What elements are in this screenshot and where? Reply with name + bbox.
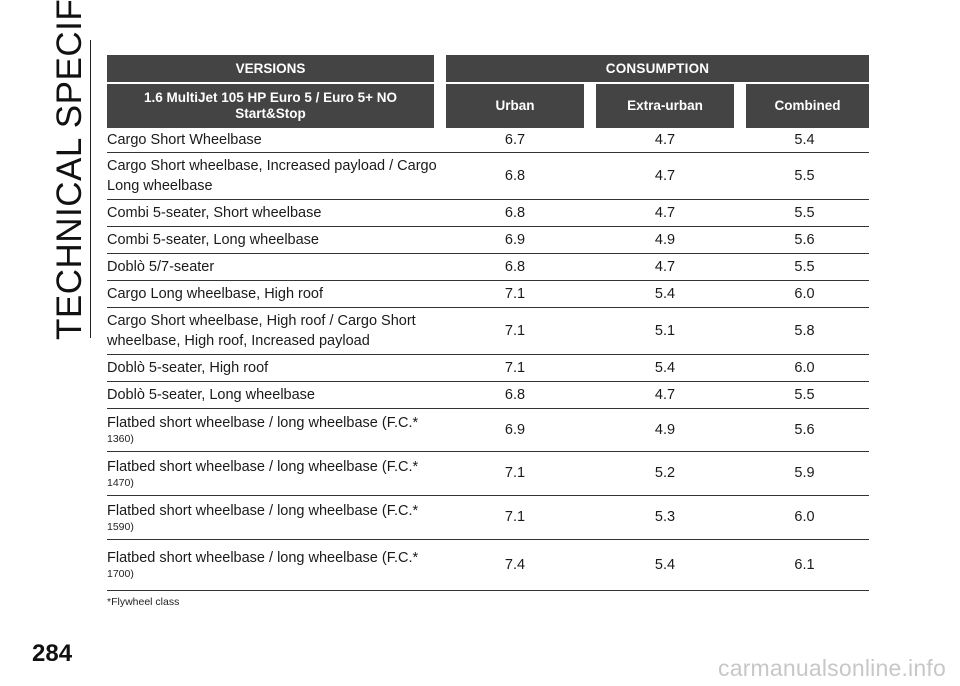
extra-urban-value: 4.9 xyxy=(590,408,740,452)
extra-urban-value: 4.9 xyxy=(590,226,740,254)
version-label: Doblò 5/7-seater xyxy=(107,258,215,275)
urban-header: Urban xyxy=(440,83,596,128)
page-number: 284 xyxy=(32,640,73,667)
version-label: Cargo Short wheelbase, Increased payload… xyxy=(107,157,437,194)
extra-urban-value: 4.7 xyxy=(590,128,740,153)
combined-value: 5.4 xyxy=(740,128,869,153)
footnote: *Flywheel class xyxy=(107,596,180,608)
version-label: Cargo Short wheelbase, High roof / Cargo… xyxy=(107,312,416,349)
extra-urban-value: 5.2 xyxy=(590,451,740,496)
extra-urban-header: Extra-urban xyxy=(590,83,746,128)
version-cell: Combi 5-seater, Short wheelbase xyxy=(107,199,440,227)
extra-urban-value: 5.4 xyxy=(590,280,740,308)
extra-urban-value: 4.7 xyxy=(590,152,740,200)
table-header-row: VERSIONS CONSUMPTION xyxy=(107,55,869,84)
combined-value: 5.5 xyxy=(740,152,869,200)
table-row: Doblò 5-seater, Long wheelbase 6.8 4.7 5.5 xyxy=(107,381,869,409)
urban-value: 6.9 xyxy=(440,226,590,254)
urban-value: 6.7 xyxy=(440,128,590,153)
version-cell: Flatbed short wheelbase / long wheelbase… xyxy=(107,495,440,540)
urban-value: 6.8 xyxy=(440,152,590,200)
engine-header: 1.6 MultiJet 105 HP Euro 5 / Euro 5+ NO … xyxy=(107,83,446,128)
version-label: Flatbed short wheelbase / long wheelbase… xyxy=(107,458,419,475)
urban-value: 6.8 xyxy=(440,253,590,281)
version-cell: Doblò 5/7-seater xyxy=(107,253,440,281)
flywheel-class-value: 1360) xyxy=(107,433,134,445)
extra-urban-value: 5.4 xyxy=(590,354,740,382)
version-cell: Cargo Long wheelbase, High roof xyxy=(107,280,440,308)
version-label: Flatbed short wheelbase / long wheelbase… xyxy=(107,415,419,431)
flywheel-class-value: 1590) xyxy=(107,520,134,533)
table-row: Flatbed short wheelbase / long wheelbase… xyxy=(107,451,869,496)
version-cell: Cargo Short wheelbase, High roof / Cargo… xyxy=(107,307,440,355)
extra-urban-value: 4.7 xyxy=(590,381,740,409)
urban-value: 7.1 xyxy=(440,495,590,540)
table-row: Flatbed short wheelbase / long wheelbase… xyxy=(107,495,869,540)
table-row: Combi 5-seater, Long wheelbase 6.9 4.9 5.6 xyxy=(107,226,869,254)
section-title-text: TECHNICAL SPECIFICATIONS xyxy=(50,0,89,340)
table-subheader-row: 1.6 MultiJet 105 HP Euro 5 / Euro 5+ NO … xyxy=(107,83,869,128)
extra-urban-value: 5.3 xyxy=(590,495,740,540)
version-cell: Combi 5-seater, Long wheelbase xyxy=(107,226,440,254)
table-row: Cargo Short Wheelbase 6.7 4.7 5.4 xyxy=(107,128,869,153)
table-row: Cargo Short wheelbase, Increased payload… xyxy=(107,152,869,200)
versions-header: VERSIONS xyxy=(107,55,446,84)
version-cell: Cargo Short Wheelbase xyxy=(107,128,440,153)
consumption-table: VERSIONS CONSUMPTION 1.6 MultiJet 105 HP… xyxy=(107,55,869,591)
combined-value: 5.5 xyxy=(740,253,869,281)
consumption-header: CONSUMPTION xyxy=(440,55,869,84)
table-row: Flatbed short wheelbase / long wheelbase… xyxy=(107,408,869,452)
combined-value: 6.1 xyxy=(740,539,869,591)
urban-value: 7.1 xyxy=(440,280,590,308)
table-row: Doblò 5/7-seater 6.8 4.7 5.5 xyxy=(107,253,869,281)
combined-value: 6.0 xyxy=(740,354,869,382)
combined-value: 6.0 xyxy=(740,495,869,540)
version-label: Combi 5-seater, Long wheelbase xyxy=(107,231,319,248)
table-row: Combi 5-seater, Short wheelbase 6.8 4.7 5.5 xyxy=(107,199,869,227)
extra-urban-value: 4.7 xyxy=(590,253,740,281)
urban-value: 7.1 xyxy=(440,354,590,382)
extra-urban-value: 5.4 xyxy=(590,539,740,591)
urban-value: 7.1 xyxy=(440,451,590,496)
extra-urban-value: 5.1 xyxy=(590,307,740,355)
urban-value: 6.9 xyxy=(440,408,590,452)
urban-value: 7.1 xyxy=(440,307,590,355)
table-row: Flatbed short wheelbase / long wheelbase… xyxy=(107,539,869,591)
flywheel-class-value: 1700) xyxy=(107,568,134,580)
watermark: carmanualsonline.info xyxy=(718,655,946,681)
combined-value: 6.0 xyxy=(740,280,869,308)
table-row: Doblò 5-seater, High roof 7.1 5.4 6.0 xyxy=(107,354,869,382)
version-label: Flatbed short wheelbase / long wheelbase… xyxy=(107,550,419,566)
combined-header: Combined xyxy=(740,83,869,128)
version-cell: Doblò 5-seater, High roof xyxy=(107,354,440,382)
combined-value: 5.5 xyxy=(740,381,869,409)
version-label: Cargo Long wheelbase, High roof xyxy=(107,285,324,302)
combined-value: 5.5 xyxy=(740,199,869,227)
flywheel-class-value: 1470) xyxy=(107,476,134,489)
version-cell: Cargo Short wheelbase, Increased payload… xyxy=(107,152,440,200)
section-divider xyxy=(90,40,91,338)
version-label: Cargo Short Wheelbase xyxy=(107,131,262,148)
version-cell: Flatbed short wheelbase / long wheelbase… xyxy=(107,539,440,591)
table-row: Cargo Short wheelbase, High roof / Cargo… xyxy=(107,307,869,355)
extra-urban-value: 4.7 xyxy=(590,199,740,227)
combined-value: 5.8 xyxy=(740,307,869,355)
urban-value: 6.8 xyxy=(440,199,590,227)
section-side-title: TECHNICAL SPECIFICATIONS xyxy=(38,0,102,340)
combined-value: 5.6 xyxy=(740,408,869,452)
combined-value: 5.9 xyxy=(740,451,869,496)
table-row: Cargo Long wheelbase, High roof 7.1 5.4 6.0 xyxy=(107,280,869,308)
version-cell: Flatbed short wheelbase / long wheelbase… xyxy=(107,451,440,496)
combined-value: 5.6 xyxy=(740,226,869,254)
version-cell: Doblò 5-seater, Long wheelbase xyxy=(107,381,440,409)
version-label: Doblò 5-seater, Long wheelbase xyxy=(107,386,315,403)
version-label: Combi 5-seater, Short wheelbase xyxy=(107,204,322,221)
version-label: Doblò 5-seater, High roof xyxy=(107,359,269,376)
version-label: Flatbed short wheelbase / long wheelbase… xyxy=(107,502,419,519)
urban-value: 7.4 xyxy=(440,539,590,591)
version-cell: Flatbed short wheelbase / long wheelbase… xyxy=(107,408,440,452)
urban-value: 6.8 xyxy=(440,381,590,409)
